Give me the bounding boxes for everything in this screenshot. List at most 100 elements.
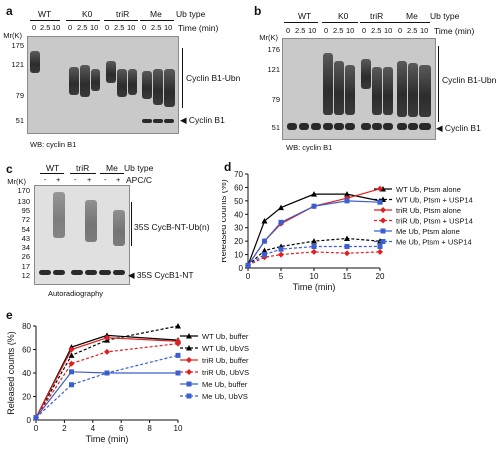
time-wt-0: 0 bbox=[32, 23, 37, 32]
series-line bbox=[35, 343, 179, 418]
series-line bbox=[247, 200, 381, 266]
lane-group-k0: K0 bbox=[82, 9, 93, 19]
y-tick-label: 80 bbox=[22, 322, 31, 331]
data-point bbox=[262, 238, 267, 244]
ubn-bracket bbox=[438, 46, 439, 122]
footer-label: WB: cyclin B1 bbox=[30, 140, 77, 149]
panel-b: b WT K0 triR Me Ub type 0 2.5 10 0 2.5 1… bbox=[250, 0, 500, 160]
time-trir-2: 10 bbox=[384, 26, 393, 35]
substrate-band bbox=[164, 119, 174, 123]
ub-smear bbox=[30, 51, 40, 73]
substrate-band bbox=[71, 270, 83, 275]
footer-label: Autoradiography bbox=[48, 289, 104, 298]
arrow-label: ◀ 35S CycB1-NT bbox=[128, 270, 194, 280]
apc-label: APC/C bbox=[126, 175, 152, 185]
mw-mark: 26 bbox=[21, 252, 30, 261]
substrate-band bbox=[311, 123, 321, 130]
ub-smear bbox=[361, 59, 371, 89]
group-underline-me bbox=[396, 22, 430, 23]
apc-minus: - bbox=[104, 175, 107, 184]
data-point bbox=[377, 185, 383, 192]
ub-smear bbox=[345, 65, 355, 115]
mw-mark: 170 bbox=[17, 186, 30, 195]
panel-e: e 0 2 4 6 8 10 0 20 40 60 80 Time (min) Released cou… bbox=[0, 308, 300, 456]
ub-smear bbox=[334, 61, 344, 115]
x-tick-label: 10 bbox=[310, 272, 319, 281]
x-tick-label: 15 bbox=[343, 272, 352, 281]
data-point bbox=[377, 244, 383, 250]
mw-mark: 95 bbox=[21, 206, 30, 215]
ub-smear bbox=[383, 67, 393, 115]
time-wt-2: 10 bbox=[308, 26, 317, 35]
panel-a: a WT K0 triR Me Ub type 0 2.5 10 0 2.5 1… bbox=[0, 0, 248, 160]
lane-group-k0: K0 bbox=[338, 11, 349, 21]
data-point bbox=[311, 248, 317, 255]
substrate-band bbox=[334, 123, 344, 130]
time-wt-0: 0 bbox=[286, 26, 291, 35]
time-label: Time (min) bbox=[178, 23, 219, 33]
data-point bbox=[311, 238, 317, 244]
western-blot-b bbox=[282, 38, 436, 140]
time-me-1: 2.5 bbox=[151, 23, 162, 32]
data-point bbox=[344, 244, 350, 250]
lane-group-wt: WT bbox=[38, 9, 52, 19]
mw-title: Mr(K) bbox=[259, 33, 278, 42]
series-line bbox=[247, 245, 380, 266]
series-line bbox=[35, 325, 179, 418]
y-axis-label: Released counts (%) bbox=[6, 331, 16, 415]
time-k0-0: 0 bbox=[68, 23, 73, 32]
data-point bbox=[344, 250, 350, 257]
footer-label: WB: cyclin B1 bbox=[286, 143, 333, 152]
mw-mark-51: 51 bbox=[15, 116, 24, 125]
y-tick-label: 30 bbox=[234, 224, 243, 233]
mw-title: Mr(K) bbox=[7, 177, 26, 186]
substrate-band bbox=[372, 123, 382, 130]
y-tick-label: 70 bbox=[234, 170, 243, 179]
x-tick-label: 2 bbox=[62, 424, 67, 433]
data-point bbox=[278, 251, 284, 258]
panel-d-label: d bbox=[224, 160, 232, 174]
time-trir-0: 0 bbox=[362, 26, 367, 35]
data-point bbox=[104, 348, 110, 355]
data-point bbox=[68, 346, 75, 353]
mw-mark: 17 bbox=[21, 262, 30, 271]
x-axis-label: Time (min) bbox=[293, 282, 336, 292]
legend-marker bbox=[380, 217, 386, 224]
substrate-band bbox=[323, 123, 333, 130]
legend-label: WT Ub, Ptsm + USP14 bbox=[396, 196, 473, 205]
group-underline-me bbox=[140, 20, 174, 21]
line-chart-e: 0 2 4 6 8 10 0 20 40 60 80 Time (min) Released count… bbox=[6, 322, 249, 444]
ubn-bracket bbox=[131, 202, 132, 246]
group-underline-trir bbox=[360, 22, 396, 23]
group-underline-me bbox=[100, 173, 124, 174]
legend-marker bbox=[380, 239, 386, 244]
series-line bbox=[35, 354, 179, 419]
mw-mark-79: 79 bbox=[15, 91, 24, 100]
data-point bbox=[377, 248, 383, 255]
y-axis-label: Released counts (%) bbox=[222, 179, 228, 263]
data-point bbox=[104, 334, 110, 341]
data-point bbox=[344, 198, 350, 204]
substrate-band bbox=[419, 123, 431, 130]
apc-minus: - bbox=[44, 175, 47, 184]
data-point bbox=[261, 247, 268, 254]
data-point bbox=[262, 252, 267, 258]
series-line bbox=[247, 193, 381, 266]
legend-marker bbox=[186, 369, 192, 375]
lane-group-trir: triR bbox=[370, 11, 384, 21]
y-tick-label: 0 bbox=[27, 416, 32, 425]
x-tick-label: 8 bbox=[147, 424, 152, 433]
y-tick-label: 50 bbox=[234, 197, 243, 206]
data-point bbox=[175, 340, 181, 347]
legend-label: WT Ub, buffer bbox=[202, 332, 249, 341]
time-k0-0: 0 bbox=[324, 26, 329, 35]
ub-smear bbox=[164, 69, 175, 107]
data-point bbox=[68, 352, 75, 358]
time-me-0: 0 bbox=[142, 23, 147, 32]
time-k0-2: 10 bbox=[346, 26, 355, 35]
time-label: Time (min) bbox=[434, 26, 475, 36]
arrow-label: ◀ Cyclin B1 bbox=[180, 115, 225, 125]
lane-group-wt: WT bbox=[46, 163, 60, 173]
ub-smear bbox=[323, 53, 333, 115]
mw-mark: 54 bbox=[21, 225, 30, 234]
